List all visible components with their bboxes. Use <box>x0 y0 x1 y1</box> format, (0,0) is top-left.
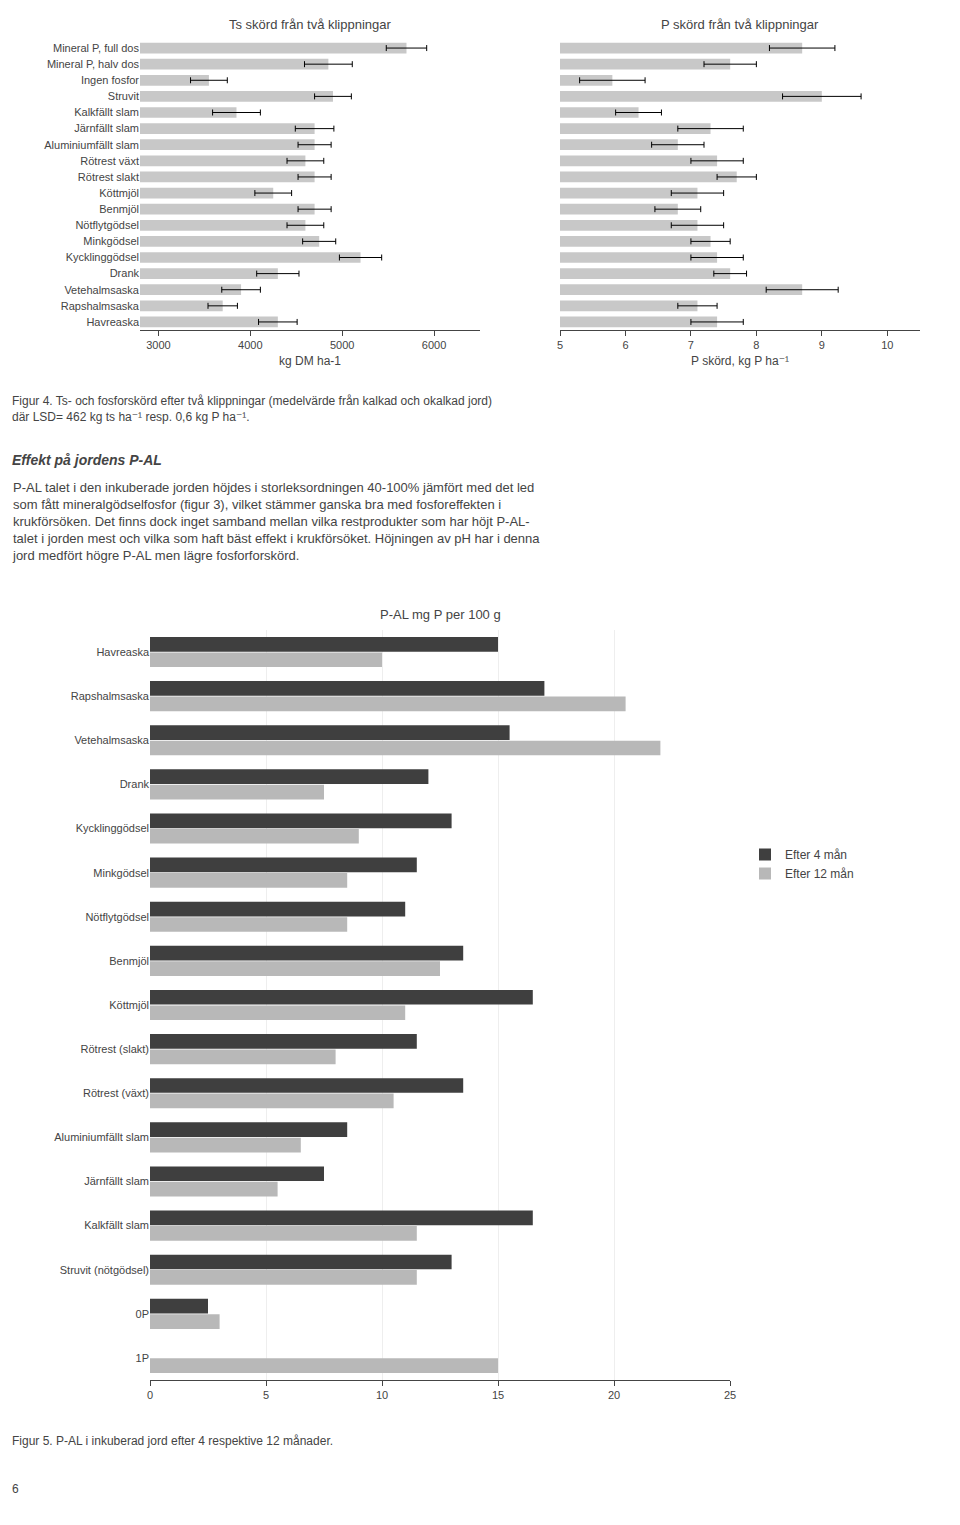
svg-text:Figur 4. Ts- och fosforskörd e: Figur 4. Ts- och fosforskörd efter två k… <box>12 394 492 424</box>
svg-text:1P: 1P <box>136 1352 149 1364</box>
svg-text:Drank: Drank <box>110 267 140 279</box>
svg-text:Havreaska: Havreaska <box>96 646 149 658</box>
svg-text:10: 10 <box>881 339 893 351</box>
svg-text:Rötrest slakt: Rötrest slakt <box>78 171 139 183</box>
svg-text:3000: 3000 <box>146 339 170 351</box>
svg-text:Struvit: Struvit <box>108 90 139 102</box>
svg-text:Benmjöl: Benmjöl <box>109 955 149 967</box>
svg-text:0P: 0P <box>136 1308 149 1320</box>
svg-text:Minkgödsel: Minkgödsel <box>83 235 139 247</box>
svg-text:10: 10 <box>376 1389 388 1401</box>
svg-text:Rötrest växt: Rötrest växt <box>80 155 139 167</box>
svg-text:5: 5 <box>263 1389 269 1401</box>
svg-text:9: 9 <box>819 339 825 351</box>
svg-text:Efter 4 mån: Efter 4 mån <box>785 848 847 862</box>
svg-text:Drank: Drank <box>120 778 150 790</box>
svg-text:5000: 5000 <box>330 339 354 351</box>
svg-text:Rapshalmsaska: Rapshalmsaska <box>71 690 150 702</box>
svg-text:P-AL talet i den inkuberade jo: P-AL talet i den inkuberade jorden höjde… <box>12 480 540 563</box>
svg-text:25: 25 <box>724 1389 736 1401</box>
svg-text:Ingen fosfor: Ingen fosfor <box>81 74 139 86</box>
svg-text:5: 5 <box>557 339 563 351</box>
svg-text:7: 7 <box>688 339 694 351</box>
svg-text:Nötflytgödsel: Nötflytgödsel <box>85 911 149 923</box>
svg-text:Rötrest (slakt): Rötrest (slakt) <box>81 1043 149 1055</box>
svg-text:Mineral P, full dos: Mineral P, full dos <box>53 42 140 54</box>
svg-text:Rötrest (växt): Rötrest (växt) <box>83 1087 149 1099</box>
svg-text:Minkgödsel: Minkgödsel <box>93 867 149 879</box>
svg-text:15: 15 <box>492 1389 504 1401</box>
svg-text:6000: 6000 <box>422 339 446 351</box>
svg-text:8: 8 <box>753 339 759 351</box>
svg-text:Köttmjöl: Köttmjöl <box>109 999 149 1011</box>
svg-text:Köttmjöl: Köttmjöl <box>99 187 139 199</box>
svg-text:P-AL mg P per 100 g: P-AL mg P per 100 g <box>380 607 501 622</box>
svg-text:Ts skörd från två klippningar: Ts skörd från två klippningar <box>229 17 392 32</box>
svg-text:Järnfällt slam: Järnfällt slam <box>84 1175 149 1187</box>
svg-text:4000: 4000 <box>238 339 262 351</box>
svg-text:Järnfällt slam: Järnfällt slam <box>74 122 139 134</box>
svg-text:Benmjöl: Benmjöl <box>99 203 139 215</box>
svg-text:Mineral P, halv dos: Mineral P, halv dos <box>47 58 140 70</box>
svg-text:Rapshalmsaska: Rapshalmsaska <box>61 300 140 312</box>
svg-text:Havreaska: Havreaska <box>86 316 139 328</box>
svg-text:Aluminiumfällt slam: Aluminiumfällt slam <box>54 1131 149 1143</box>
svg-text:Aluminiumfällt slam: Aluminiumfällt slam <box>44 139 139 151</box>
svg-text:Kalkfällt slam: Kalkfällt slam <box>84 1219 149 1231</box>
svg-text:kg DM ha-1: kg DM ha-1 <box>279 354 341 368</box>
svg-text:Efter 12 mån: Efter 12 mån <box>785 867 854 881</box>
svg-text:Effekt på jordens P-AL: Effekt på jordens P-AL <box>12 452 162 468</box>
svg-text:Figur 5. P-AL i inkuberad jord: Figur 5. P-AL i inkuberad jord efter 4 r… <box>12 1434 333 1448</box>
svg-text:Kycklinggödsel: Kycklinggödsel <box>66 251 139 263</box>
svg-text:Struvit (nötgödsel): Struvit (nötgödsel) <box>60 1264 149 1276</box>
svg-text:Nötflytgödsel: Nötflytgödsel <box>75 219 139 231</box>
svg-text:20: 20 <box>608 1389 620 1401</box>
svg-text:P skörd, kg P ha⁻¹: P skörd, kg P ha⁻¹ <box>691 354 789 368</box>
svg-text:Vetehalmsaska: Vetehalmsaska <box>64 284 139 296</box>
svg-text:0: 0 <box>147 1389 153 1401</box>
svg-text:Kalkfällt slam: Kalkfällt slam <box>74 106 139 118</box>
svg-text:Kycklinggödsel: Kycklinggödsel <box>76 822 149 834</box>
svg-text:Vetehalmsaska: Vetehalmsaska <box>74 734 149 746</box>
svg-text:6: 6 <box>12 1482 19 1496</box>
svg-text:6: 6 <box>622 339 628 351</box>
svg-text:P skörd från två klippningar: P skörd från två klippningar <box>661 17 819 32</box>
